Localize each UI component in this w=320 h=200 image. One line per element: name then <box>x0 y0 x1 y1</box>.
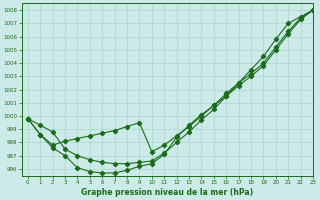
X-axis label: Graphe pression niveau de la mer (hPa): Graphe pression niveau de la mer (hPa) <box>81 188 253 197</box>
